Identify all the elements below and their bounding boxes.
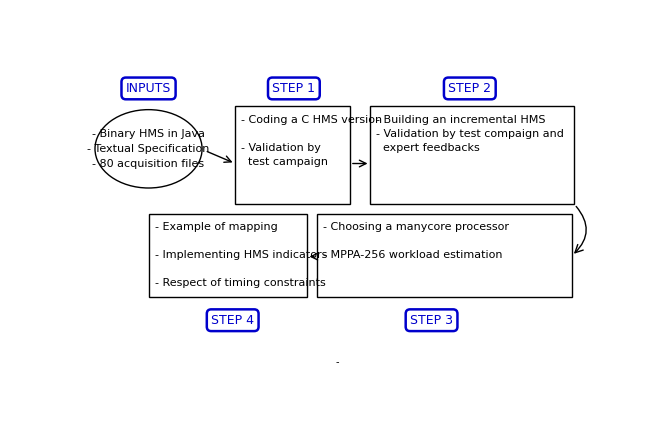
Text: STEP 2: STEP 2 — [448, 82, 492, 95]
Text: STEP 4: STEP 4 — [211, 314, 254, 327]
FancyBboxPatch shape — [317, 214, 572, 297]
Text: - Coding a C HMS version

- Validation by
  test campaign: - Coding a C HMS version - Validation by… — [241, 114, 382, 167]
FancyBboxPatch shape — [370, 106, 574, 204]
FancyBboxPatch shape — [149, 214, 307, 297]
Text: - Building an incremental HMS
- Validation by test compaign and
  expert feedbac: - Building an incremental HMS - Validati… — [376, 114, 565, 153]
Text: STEP 1: STEP 1 — [272, 82, 315, 95]
Text: - Choosing a manycore processor

- MPPA-256 workload estimation: - Choosing a manycore processor - MPPA-2… — [323, 222, 509, 260]
Text: INPUTS: INPUTS — [126, 82, 171, 95]
FancyBboxPatch shape — [236, 106, 350, 204]
Text: - Example of mapping

- Implementing HMS indicators

- Respect of timing constra: - Example of mapping - Implementing HMS … — [155, 222, 327, 288]
Ellipse shape — [95, 110, 202, 188]
Text: STEP 3: STEP 3 — [410, 314, 453, 327]
Text: - Binary HMS in Java
- Textual Specification
- 80 acquisition files: - Binary HMS in Java - Textual Specifica… — [88, 129, 210, 169]
Text: -: - — [336, 357, 339, 368]
